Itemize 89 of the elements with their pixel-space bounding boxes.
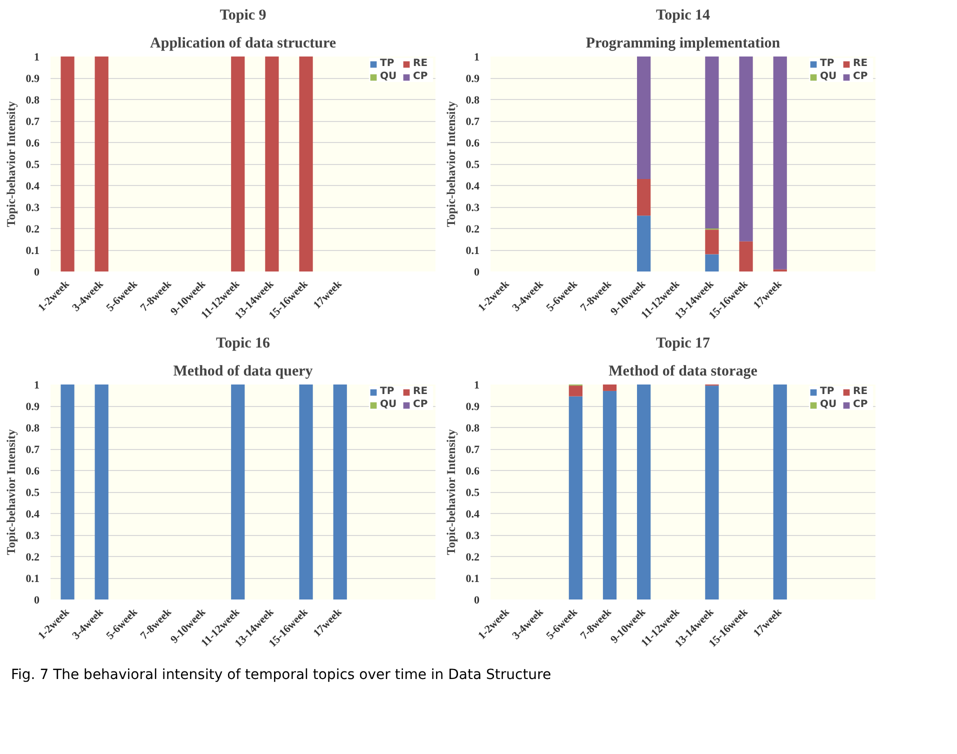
y-tick-label: 0.6 xyxy=(466,138,480,150)
chart-title: Topic 16 xyxy=(216,336,271,352)
y-tick-label: 0.1 xyxy=(26,573,40,585)
legend-label: CP xyxy=(413,71,429,82)
chart-title: Topic 14 xyxy=(656,8,711,24)
legend-label: CP xyxy=(413,399,429,410)
bar xyxy=(568,386,582,396)
y-tick-label: 0.2 xyxy=(466,552,480,564)
y-tick-label: 1 xyxy=(474,380,480,392)
y-tick-label: 0.8 xyxy=(466,94,480,106)
bar xyxy=(637,56,651,180)
chart-title: Topic 17 xyxy=(656,336,711,352)
y-tick-label: 1 xyxy=(474,52,480,64)
y-tick-label: 0.4 xyxy=(26,508,40,520)
y-tick-label: 0.3 xyxy=(26,202,40,214)
y-axis-title: Topic-behavior Intensity xyxy=(4,429,18,555)
y-axis-title: Topic-behavior Intensity xyxy=(4,101,18,227)
chart-subtitle: Method of data query xyxy=(173,364,314,380)
bar xyxy=(568,396,582,600)
bar xyxy=(637,216,651,272)
caption: Fig. 7 The behavioral intensity of temporal topics over time in Data Structure xyxy=(10,666,552,685)
y-tick-label: 0.8 xyxy=(466,422,480,434)
y-tick-label: 0.5 xyxy=(26,487,40,499)
bar xyxy=(602,384,617,391)
y-tick-label: 0.5 xyxy=(26,159,40,171)
bar xyxy=(705,56,719,228)
y-tick-label: 0.2 xyxy=(26,224,40,236)
bar xyxy=(637,384,651,600)
chart-subtitle: Programming implementation xyxy=(586,36,781,52)
legend-label: TP xyxy=(380,386,396,397)
legend-label: QU xyxy=(820,399,838,410)
legend-label: CP xyxy=(853,71,869,82)
y-tick-label: 0.3 xyxy=(466,530,480,542)
bar xyxy=(739,241,753,272)
y-tick-label: 0 xyxy=(34,594,40,606)
chart-title: Topic 9 xyxy=(220,8,266,24)
y-tick-label: 0.2 xyxy=(466,224,480,236)
y-tick-label: 0.1 xyxy=(26,245,40,257)
legend-label: RE xyxy=(413,58,429,69)
y-tick-label: 0.5 xyxy=(466,487,480,499)
y-axis-title: Topic-behavior Intensity xyxy=(444,101,458,227)
y-tick-label: 0 xyxy=(34,266,40,278)
y-tick-label: 1 xyxy=(34,380,40,392)
bar xyxy=(773,384,787,600)
y-tick-label: 0.6 xyxy=(466,466,480,478)
y-tick-label: 0.4 xyxy=(466,508,480,520)
y-tick-label: 0.7 xyxy=(466,116,480,128)
y-tick-label: 0.9 xyxy=(466,73,480,85)
bar xyxy=(602,390,617,600)
bar xyxy=(773,56,787,270)
y-tick-label: 0.9 xyxy=(26,73,40,85)
y-tick-label: 0.4 xyxy=(26,180,40,192)
y-tick-label: 0.3 xyxy=(466,202,480,214)
y-axis-title: Topic-behavior Intensity xyxy=(444,429,458,555)
legend-label: RE xyxy=(853,386,869,397)
chart-subtitle: Application of data structure xyxy=(150,36,336,52)
legend-label: RE xyxy=(853,58,869,69)
y-tick-label: 0.5 xyxy=(466,159,480,171)
legend-label: QU xyxy=(820,71,838,82)
legend-label: RE xyxy=(413,386,429,397)
bar xyxy=(705,386,719,600)
y-tick-label: 1 xyxy=(34,52,40,64)
y-tick-label: 0.8 xyxy=(26,94,40,106)
y-tick-label: 0.1 xyxy=(466,245,480,257)
y-tick-label: 0 xyxy=(474,266,480,278)
y-tick-label: 0.9 xyxy=(26,401,40,413)
y-tick-label: 0.8 xyxy=(26,422,40,434)
legend-label: CP xyxy=(853,399,869,410)
bar xyxy=(637,179,651,216)
chart-subtitle: Method of data storage xyxy=(608,364,758,380)
legend-label: TP xyxy=(820,386,836,397)
legend-label: QU xyxy=(380,399,398,410)
bar xyxy=(705,230,719,254)
y-tick-label: 0.2 xyxy=(26,552,40,564)
y-tick-label: 0.6 xyxy=(26,466,40,478)
y-tick-label: 0.6 xyxy=(26,138,40,150)
y-tick-label: 0 xyxy=(474,594,480,606)
y-tick-label: 0.1 xyxy=(466,573,480,585)
legend-label: TP xyxy=(380,58,396,69)
y-tick-label: 0.4 xyxy=(466,180,480,192)
y-tick-label: 0.3 xyxy=(26,530,40,542)
y-tick-label: 0.9 xyxy=(466,401,480,413)
y-tick-label: 0.7 xyxy=(26,116,40,128)
y-tick-label: 0.7 xyxy=(466,444,480,456)
legend-label: QU xyxy=(380,71,398,82)
legend-label: TP xyxy=(820,58,836,69)
bar xyxy=(739,56,753,242)
bar xyxy=(705,254,719,272)
y-tick-label: 0.7 xyxy=(26,444,40,456)
